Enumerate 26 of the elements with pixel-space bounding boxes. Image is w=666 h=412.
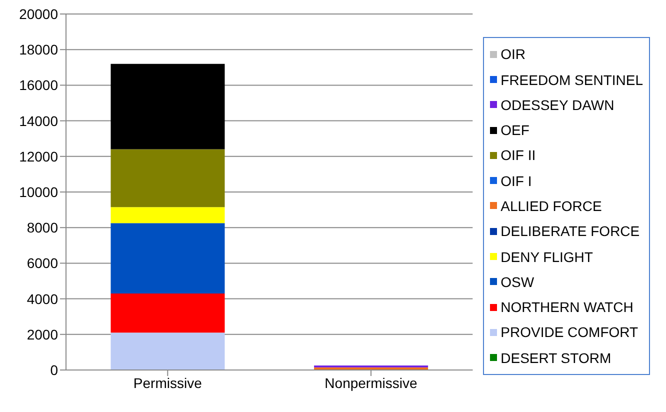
- legend-label: PROVIDE COMFORT: [500, 324, 638, 340]
- y-tick-label: 2000: [26, 326, 58, 342]
- legend-label: DESERT STORM: [500, 350, 612, 366]
- legend-label: OIF II: [500, 147, 536, 164]
- legend-label: OIR: [500, 46, 526, 62]
- y-tick-label: 0: [50, 362, 58, 378]
- legend-label: NORTHERN WATCH: [500, 299, 634, 316]
- y-tick-label: 6000: [26, 255, 58, 272]
- legend-label: OEF: [500, 122, 530, 138]
- y-tick-label: 16000: [19, 77, 58, 94]
- legend-label: OIF I: [500, 172, 532, 189]
- legend-label: ALLIED FORCE: [500, 198, 602, 214]
- y-tick-label: 8000: [26, 220, 58, 236]
- legend-label: OSW: [500, 274, 534, 290]
- y-tick-label: 14000: [19, 112, 58, 129]
- y-tick-label: 12000: [19, 148, 58, 164]
- y-tick-label: 10000: [19, 184, 58, 200]
- y-tick-label: 4000: [26, 290, 58, 307]
- x-tick-label: Nonpermissive: [324, 374, 418, 391]
- legend-label: DELIBERATE FORCE: [500, 223, 640, 240]
- legend-label: FREEDOM SENTINEL: [500, 72, 643, 88]
- y-tick-label: 20000: [19, 6, 58, 22]
- legend-label: DENY FLIGHT: [500, 248, 593, 265]
- y-tick-label: 18000: [19, 42, 58, 58]
- x-tick-label: Permissive: [133, 374, 202, 391]
- legend-label: ODESSEY DAWN: [500, 96, 614, 113]
